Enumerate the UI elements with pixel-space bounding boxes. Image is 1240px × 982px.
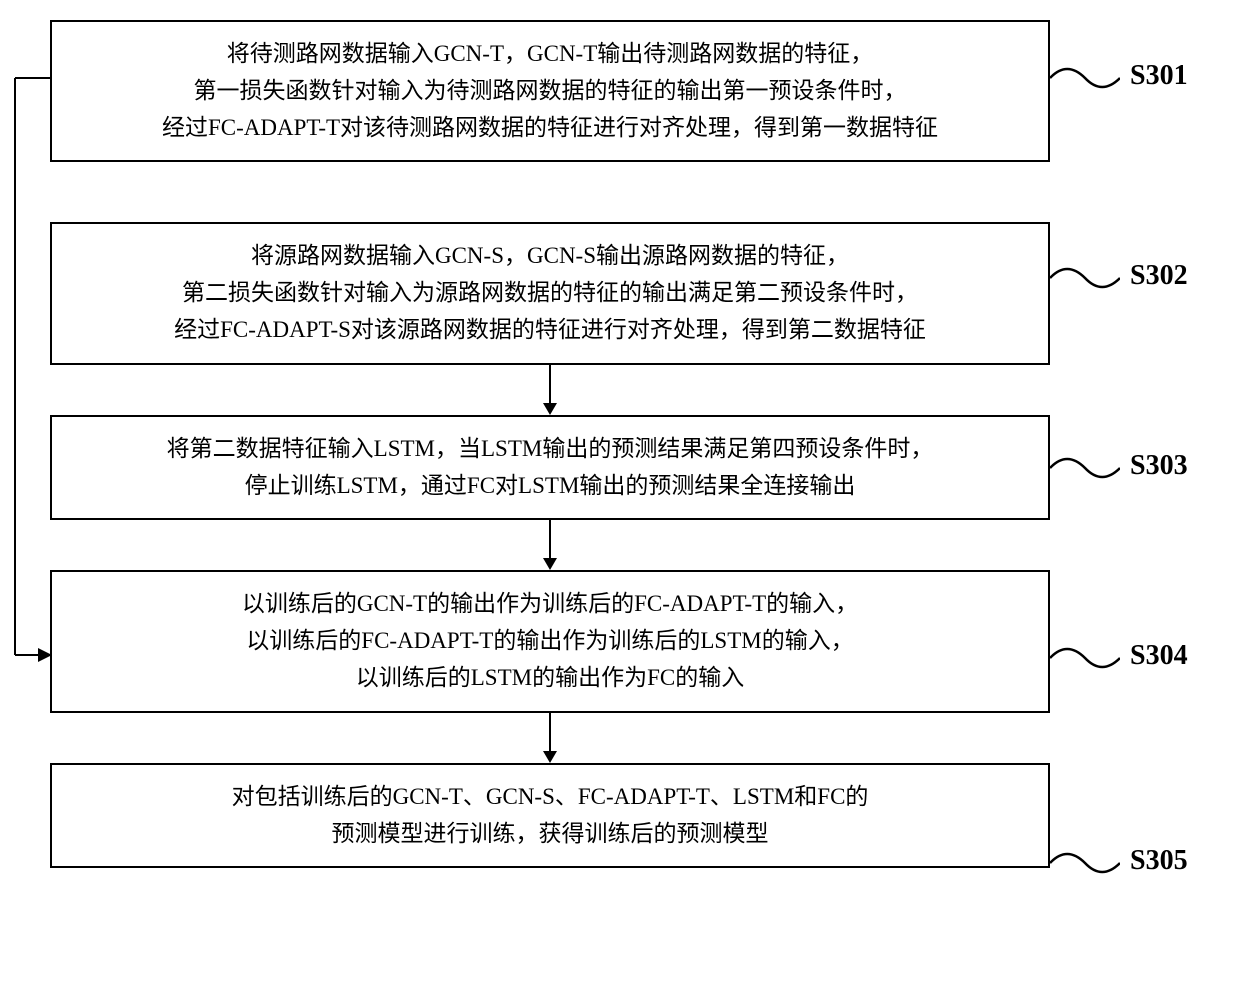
step-text-line: 将待测路网数据输入GCN-T，GCN-T输出待测路网数据的特征， — [70, 36, 1030, 73]
step-text-line: 将第二数据特征输入LSTM，当LSTM输出的预测结果满足第四预设条件时， — [70, 431, 1030, 468]
step-text-line: 以训练后的FC-ADAPT-T的输出作为训练后的LSTM的输入， — [70, 623, 1030, 660]
step-text-line: 对包括训练后的GCN-T、GCN-S、FC-ADAPT-T、LSTM和FC的 — [70, 779, 1030, 816]
step-box-s301: 将待测路网数据输入GCN-T，GCN-T输出待测路网数据的特征， 第一损失函数针… — [50, 20, 1050, 162]
step-text-line: 以训练后的GCN-T的输出作为训练后的FC-ADAPT-T的输入， — [70, 586, 1030, 623]
wave-connector-s302 — [1050, 258, 1120, 298]
gap — [50, 162, 1050, 222]
step-text-line: 经过FC-ADAPT-T对该待测路网数据的特征进行对齐处理，得到第一数据特征 — [70, 110, 1030, 147]
step-text-line: 第一损失函数针对输入为待测路网数据的特征的输出第一预设条件时， — [70, 73, 1030, 110]
arrow-down-icon — [535, 713, 565, 763]
wave-connector-s301 — [1050, 58, 1120, 98]
wave-connector-s305 — [1050, 843, 1120, 883]
step-text-line: 停止训练LSTM，通过FC对LSTM输出的预测结果全连接输出 — [70, 468, 1030, 505]
step-label-s304: S304 — [1130, 640, 1188, 672]
step-label-s301: S301 — [1130, 60, 1188, 92]
step-text-line: 经过FC-ADAPT-S对该源路网数据的特征进行对齐处理，得到第二数据特征 — [70, 312, 1030, 349]
step-box-s303: 将第二数据特征输入LSTM，当LSTM输出的预测结果满足第四预设条件时， 停止训… — [50, 415, 1050, 521]
arrow-down-icon — [535, 520, 565, 570]
arrow-s302-s303 — [50, 365, 1050, 415]
step-label-s303: S303 — [1130, 450, 1188, 482]
flowchart-container: 将待测路网数据输入GCN-T，GCN-T输出待测路网数据的特征， 第一损失函数针… — [50, 20, 1050, 868]
arrow-s303-s304 — [50, 520, 1050, 570]
step-text-line: 预测模型进行训练，获得训练后的预测模型 — [70, 816, 1030, 853]
step-text-line: 以训练后的LSTM的输出作为FC的输入 — [70, 660, 1030, 697]
step-label-s305: S305 — [1130, 845, 1188, 877]
side-loop-s301-s304 — [5, 75, 55, 665]
wave-connector-s303 — [1050, 448, 1120, 488]
step-box-s305: 对包括训练后的GCN-T、GCN-S、FC-ADAPT-T、LSTM和FC的 预… — [50, 763, 1050, 869]
step-box-s302: 将源路网数据输入GCN-S，GCN-S输出源路网数据的特征， 第二损失函数针对输… — [50, 222, 1050, 364]
arrow-down-icon — [535, 365, 565, 415]
step-box-s304: 以训练后的GCN-T的输出作为训练后的FC-ADAPT-T的输入， 以训练后的F… — [50, 570, 1050, 712]
step-text-line: 第二损失函数针对输入为源路网数据的特征的输出满足第二预设条件时， — [70, 275, 1030, 312]
arrow-s304-s305 — [50, 713, 1050, 763]
step-text-line: 将源路网数据输入GCN-S，GCN-S输出源路网数据的特征， — [70, 238, 1030, 275]
wave-connector-s304 — [1050, 638, 1120, 678]
step-label-s302: S302 — [1130, 260, 1188, 292]
